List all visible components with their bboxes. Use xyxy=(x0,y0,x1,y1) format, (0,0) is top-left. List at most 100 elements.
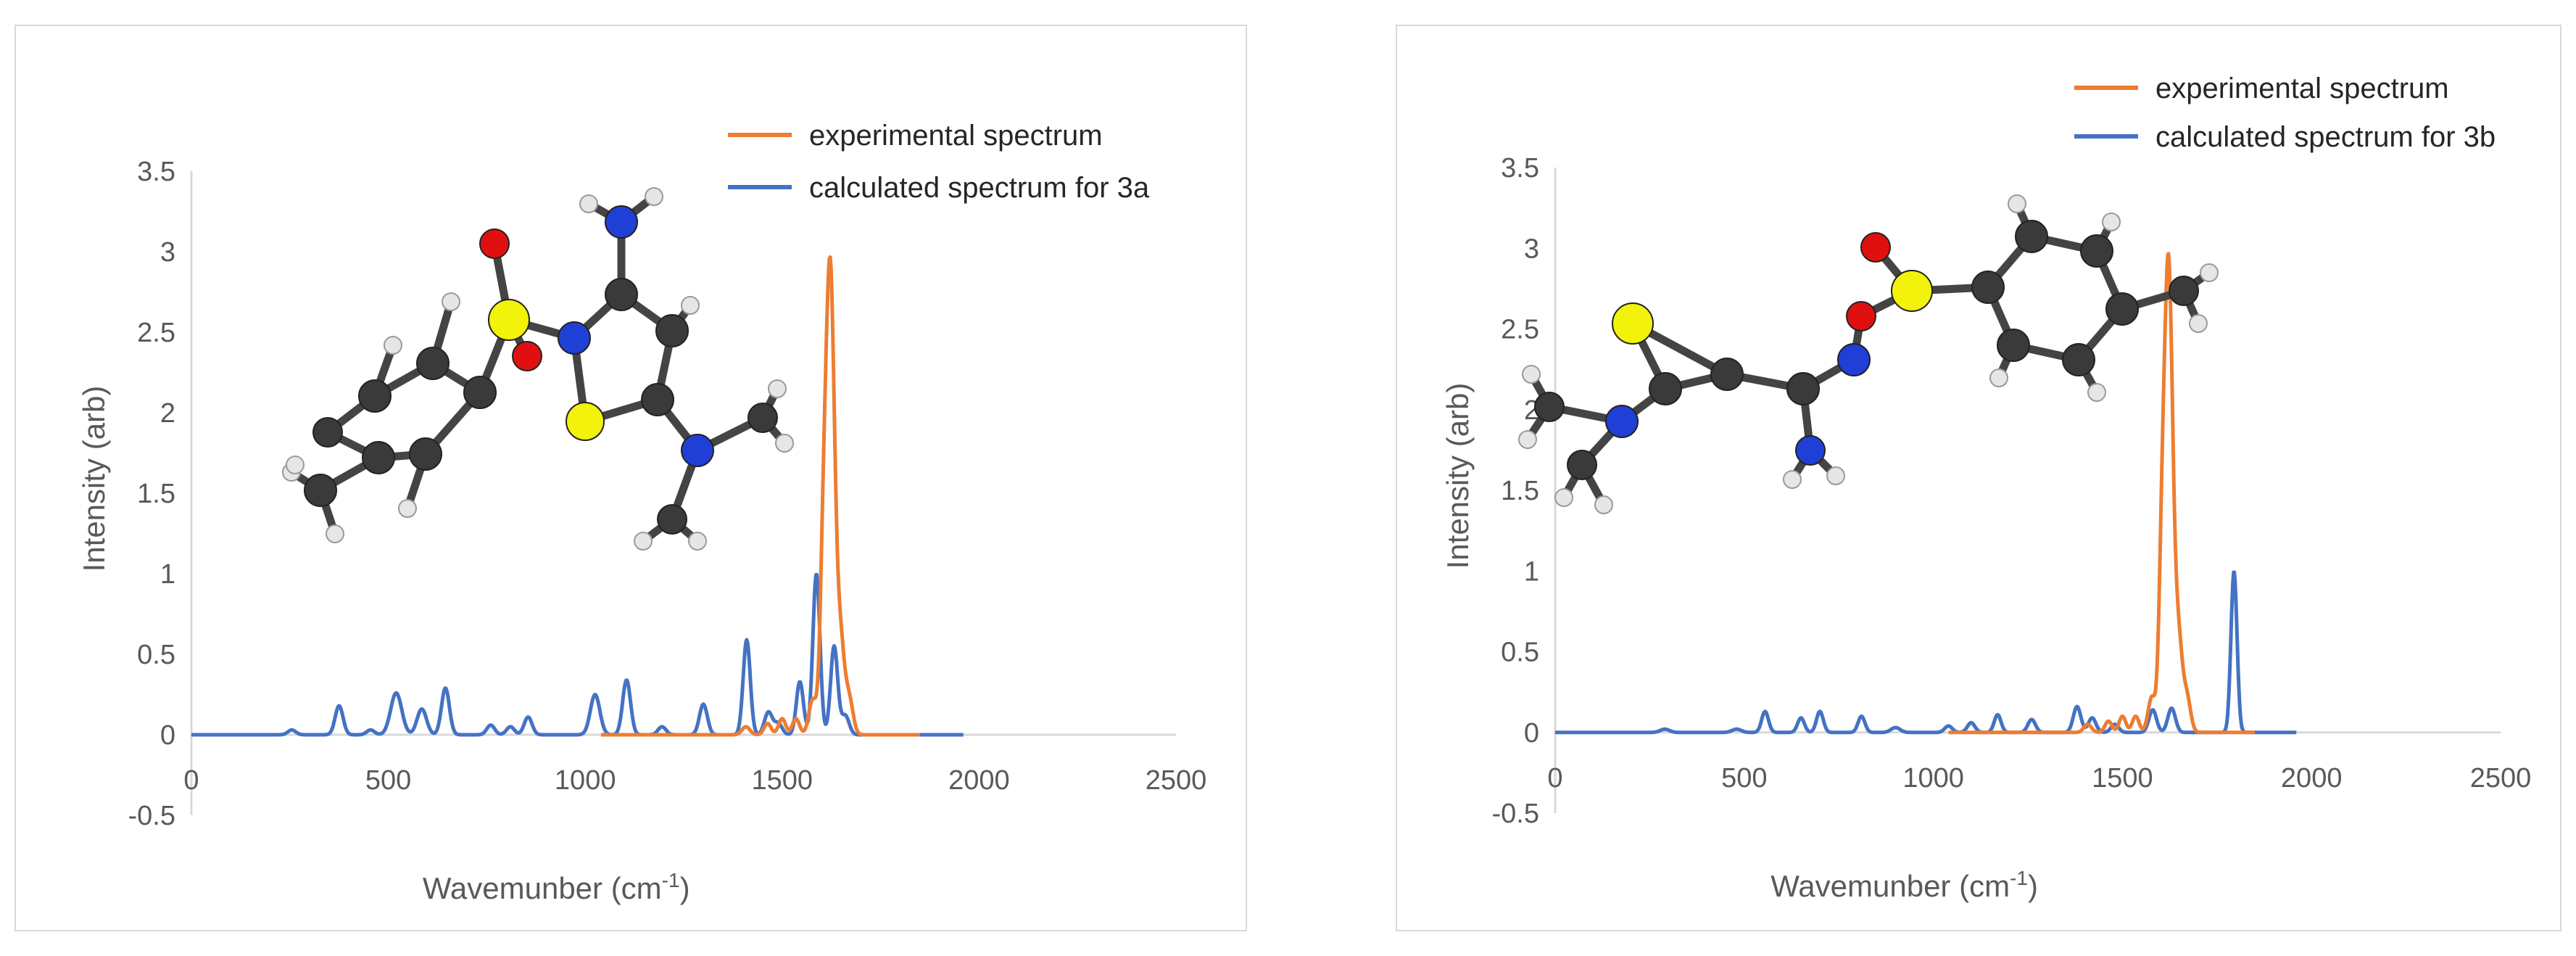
molecule-atom xyxy=(657,504,687,535)
y-tick-label: 1.5 xyxy=(1501,476,1539,506)
molecule-atom xyxy=(1826,466,1845,485)
molecule-atom xyxy=(1612,302,1654,345)
x-tick-label: 0 xyxy=(1547,763,1562,794)
chart-3a: -0.5 0 0.5 1 1.5 2 2.5 3 3.5 0 500 1000 1500 2000 2500… xyxy=(77,120,1207,905)
x-tick-label: 0 xyxy=(183,765,199,796)
y-tick-label: 1.5 xyxy=(137,479,175,509)
molecule-atom xyxy=(579,194,598,213)
y-tick-label: -0.5 xyxy=(128,801,175,831)
molecule-atom xyxy=(512,341,542,371)
molecule-atom xyxy=(1786,372,1820,405)
x-axis-title-sup: -1 xyxy=(2010,867,2028,889)
y-tick-label: 1 xyxy=(1524,556,1539,587)
x-axis-title: Wavemunber (cm-1) xyxy=(423,869,690,905)
y-tick-label: 3 xyxy=(1524,234,1539,264)
molecule-atom xyxy=(645,187,663,206)
x-tick-label: 1000 xyxy=(555,765,616,796)
y-axis-title: Intensity (arb) xyxy=(1441,383,1475,569)
molecule-atom xyxy=(558,321,591,355)
legend-label-experimental: experimental spectrum xyxy=(809,120,1103,152)
experimental-spectrum-line xyxy=(600,255,922,737)
molecule-atom xyxy=(2087,383,2106,402)
molecule-atom xyxy=(358,379,392,413)
molecule-atom xyxy=(655,314,689,347)
molecule-atom xyxy=(634,532,653,551)
molecule-atom xyxy=(1891,270,1933,312)
molecule-atom xyxy=(2169,276,2199,306)
y-tick-label: 0.5 xyxy=(137,640,175,670)
y-tick-label: -0.5 xyxy=(1492,799,1539,829)
experimental-spectrum-line xyxy=(1947,252,2256,735)
molecule-atom xyxy=(2200,263,2219,282)
chart-panel-3a: -0.5 0 0.5 1 1.5 2 2.5 3 3.5 0 500 1000 1500 2000 2500… xyxy=(15,25,1247,931)
molecule-structure xyxy=(282,187,794,551)
x-axis-title-main: Wavemunber (cm xyxy=(1771,869,2010,903)
molecule-atom xyxy=(384,336,402,355)
molecule-atom xyxy=(681,434,714,467)
molecule-atom xyxy=(1605,405,1639,438)
calculated-spectrum-line xyxy=(1554,570,2298,735)
molecule-atom xyxy=(1594,495,1613,514)
y-tick-label: 3.5 xyxy=(1501,153,1539,184)
x-axis-title-sup: -1 xyxy=(662,869,680,891)
x-tick-label: 2500 xyxy=(2470,763,2532,794)
molecule-atom xyxy=(1534,392,1565,422)
molecule-atom xyxy=(2008,194,2026,213)
molecule-atom xyxy=(1518,430,1537,449)
molecule-atom xyxy=(1997,329,2030,362)
chart-panel-3b: -0.5 0 0.5 1 1.5 2 2.5 3 3.5 0 500 1000 1500 2000 2500… xyxy=(1396,25,2561,931)
molecule-atom xyxy=(1649,372,1682,405)
molecule-atom xyxy=(479,228,510,259)
molecule-atom xyxy=(304,474,337,507)
y-tick-label: 0 xyxy=(160,720,175,751)
molecule-atom xyxy=(398,499,417,518)
molecule-atom xyxy=(775,434,794,453)
chart-3b: -0.500.511.522.533.50 500 1000 1500 2000 2500… xyxy=(1441,73,2532,903)
molecule-atom xyxy=(681,296,700,315)
molecule-atom xyxy=(286,456,305,474)
molecule-atom xyxy=(768,379,787,398)
molecule-atom xyxy=(688,532,707,551)
x-tick-label: 2500 xyxy=(1146,765,1207,796)
x-tick-label: 1500 xyxy=(752,765,813,796)
molecule-atom xyxy=(2062,343,2095,376)
molecule-atom xyxy=(463,376,497,409)
molecule-atom xyxy=(605,278,638,311)
molecule-atom xyxy=(605,205,638,239)
molecule-atom xyxy=(312,417,343,448)
x-tick-label: 500 xyxy=(365,765,411,796)
molecule-atom xyxy=(1783,470,1802,489)
molecule-structure xyxy=(1518,194,2219,514)
molecule-atom xyxy=(2105,292,2139,326)
molecule-atom xyxy=(2080,234,2113,268)
molecule-atom xyxy=(641,383,674,416)
molecule-atom xyxy=(2102,213,2121,231)
x-axis-title: Wavemunber (cm-1) xyxy=(1771,867,2038,903)
x-tick-label: 1000 xyxy=(1902,763,1964,794)
x-tick-label: 1500 xyxy=(2092,763,2153,794)
molecule-atom xyxy=(409,437,442,471)
legend-label-calculated: calculated spectrum for 3a xyxy=(809,172,1150,204)
y-tick-label: 2 xyxy=(160,398,175,429)
molecule-atom xyxy=(416,347,450,380)
molecule-atom xyxy=(747,403,778,433)
y-tick-label: 0 xyxy=(1524,718,1539,749)
molecule-atom xyxy=(566,402,605,441)
molecule-atom xyxy=(1710,358,1744,391)
molecule-atom xyxy=(1522,365,1541,384)
x-tick-label: 2000 xyxy=(2281,763,2343,794)
molecule-atom xyxy=(488,299,530,341)
molecule-atom xyxy=(1989,368,2008,387)
molecule-atom xyxy=(362,441,395,474)
y-tick-label: 0.5 xyxy=(1501,638,1539,668)
calculated-spectrum-line xyxy=(190,572,965,737)
x-tick-label: 500 xyxy=(1721,763,1767,794)
y-tick-label: 3 xyxy=(160,237,175,268)
molecule-atom xyxy=(442,292,460,311)
molecule-atom xyxy=(1837,343,1871,376)
x-tick-label: 2000 xyxy=(948,765,1010,796)
x-axis-title-close: ) xyxy=(680,871,690,905)
molecule-atom xyxy=(1567,450,1597,480)
legend-label-calculated: calculated spectrum for 3b xyxy=(2155,121,2496,153)
molecule-atom xyxy=(1971,271,2005,304)
